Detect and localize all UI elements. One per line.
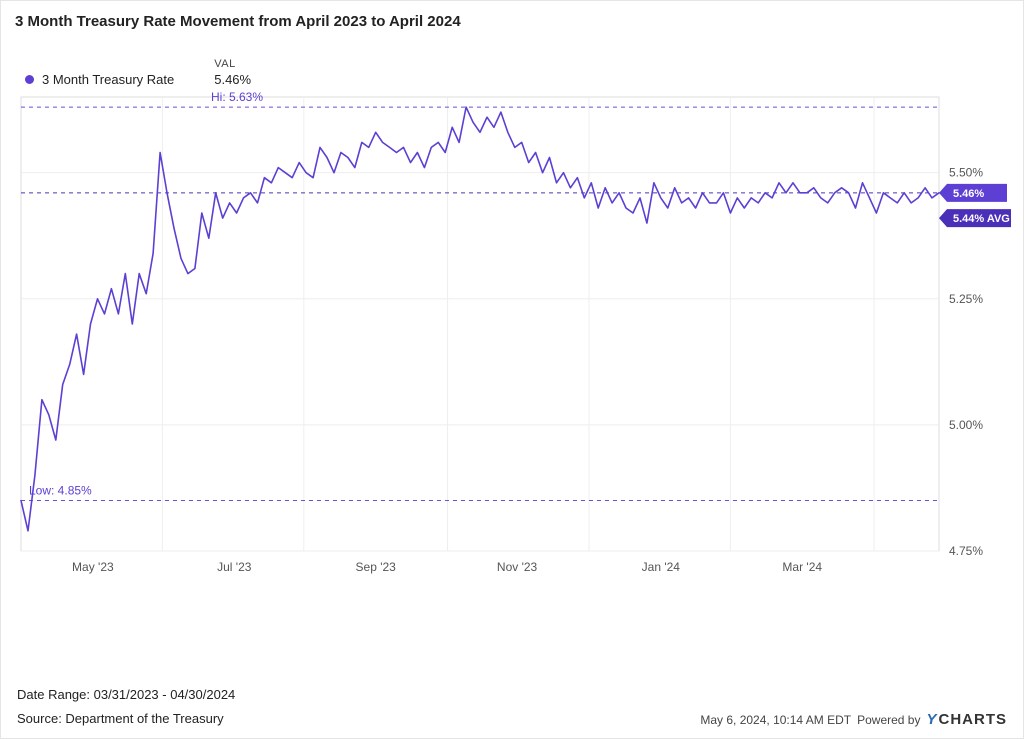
svg-text:Hi: 5.63%: Hi: 5.63% (211, 91, 263, 104)
legend-value-header: VAL (214, 58, 235, 70)
footer-date-range: Date Range: 03/31/2023 - 04/30/2024 (17, 687, 235, 702)
footer-timestamp: May 6, 2024, 10:14 AM EDT (700, 713, 851, 727)
svg-text:4.75%: 4.75% (949, 544, 983, 558)
plot-area: Hi: 5.63% Low: 4.85% 4.75% 5.00% 5.25% 5.50% M… (15, 91, 1011, 591)
svg-text:Low: 4.85%: Low: 4.85% (29, 484, 92, 498)
footer-right: May 6, 2024, 10:14 AM EDT Powered by YCH… (700, 711, 1007, 728)
svg-text:Jan '24: Jan '24 (642, 560, 681, 574)
svg-text:Mar '24: Mar '24 (782, 560, 822, 574)
legend-value-number: 5.46% (214, 72, 251, 87)
footer-powered-by: Powered by (857, 713, 920, 727)
legend-value-block: VAL 5.46% (214, 58, 251, 87)
ycharts-logo: YCHARTS (926, 711, 1007, 728)
svg-text:5.46%: 5.46% (953, 188, 984, 200)
footer-source: Source: Department of the Treasury (17, 711, 224, 726)
line-chart-svg: Hi: 5.63% Low: 4.85% 4.75% 5.00% 5.25% 5.50% M… (15, 91, 1011, 591)
svg-text:Sep '23: Sep '23 (356, 560, 397, 574)
chart-title: 3 Month Treasury Rate Movement from Apri… (15, 13, 1009, 30)
legend: 3 Month Treasury Rate VAL 5.46% (25, 58, 1009, 87)
ycharts-logo-text: CHARTS (939, 711, 1008, 728)
svg-text:Nov '23: Nov '23 (497, 560, 538, 574)
ycharts-logo-y: Y (926, 711, 937, 728)
svg-text:May '23: May '23 (72, 560, 114, 574)
legend-series-label: 3 Month Treasury Rate (42, 72, 174, 87)
legend-dot-icon (25, 75, 34, 84)
svg-text:5.25%: 5.25% (949, 292, 983, 306)
svg-text:5.44% AVG: 5.44% AVG (953, 213, 1010, 225)
svg-text:5.00%: 5.00% (949, 418, 983, 432)
chart-frame: 3 Month Treasury Rate Movement from Apri… (0, 0, 1024, 739)
legend-series: 3 Month Treasury Rate (25, 72, 174, 87)
svg-text:Jul '23: Jul '23 (217, 560, 252, 574)
svg-text:5.50%: 5.50% (949, 166, 983, 180)
